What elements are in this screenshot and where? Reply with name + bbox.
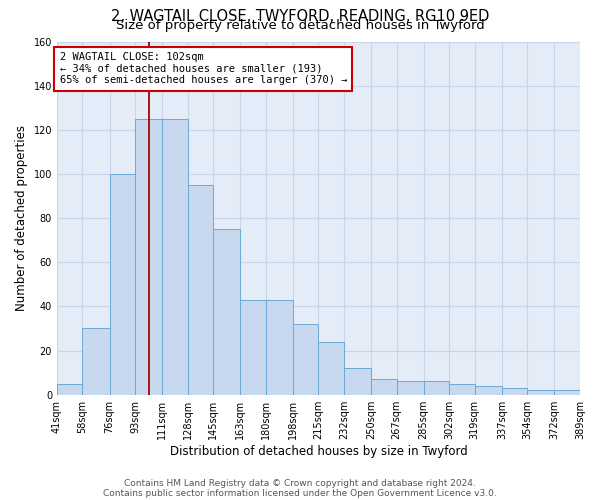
Bar [135,119,162,394]
Bar [82,328,110,394]
Bar [240,300,266,394]
Bar [554,390,580,394]
Bar [266,300,293,394]
Bar [424,382,449,394]
Bar [110,174,135,394]
Y-axis label: Number of detached properties: Number of detached properties [15,125,28,311]
Bar [502,388,527,394]
Bar [527,390,554,394]
Text: 2 WAGTAIL CLOSE: 102sqm
← 34% of detached houses are smaller (193)
65% of semi-d: 2 WAGTAIL CLOSE: 102sqm ← 34% of detache… [59,52,347,86]
Text: Size of property relative to detached houses in Twyford: Size of property relative to detached ho… [116,19,484,32]
Bar [162,119,188,394]
Bar [319,342,344,394]
X-axis label: Distribution of detached houses by size in Twyford: Distribution of detached houses by size … [170,444,467,458]
Bar [449,384,475,394]
Bar [397,382,424,394]
Text: 2, WAGTAIL CLOSE, TWYFORD, READING, RG10 9ED: 2, WAGTAIL CLOSE, TWYFORD, READING, RG10… [111,9,489,24]
Bar [213,229,240,394]
Bar [293,324,319,394]
Bar [475,386,502,394]
Bar [57,384,82,394]
Bar [344,368,371,394]
Bar [371,380,397,394]
Text: Contains HM Land Registry data © Crown copyright and database right 2024.
Contai: Contains HM Land Registry data © Crown c… [103,478,497,498]
Bar [188,185,213,394]
